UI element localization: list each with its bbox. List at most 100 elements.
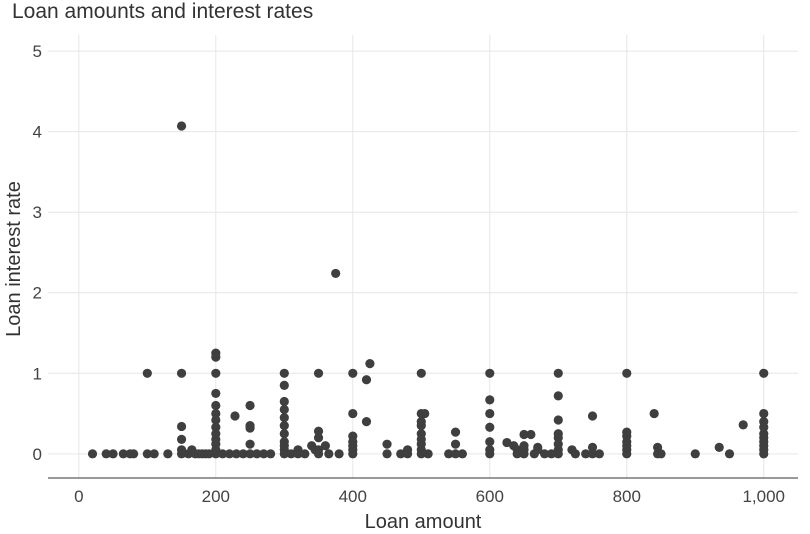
data-points [87,121,769,459]
y-tick-label: 3 [33,203,42,222]
data-point [176,121,187,131]
data-point [320,441,330,451]
data-point [444,449,454,459]
data-point [570,449,580,459]
data-point [266,449,276,459]
data-point [485,395,495,405]
data-point [204,449,214,459]
data-point [519,449,529,459]
y-tick-label: 2 [33,284,42,303]
data-point [176,434,187,444]
data-point [279,396,289,407]
data-point [485,422,495,432]
data-point [759,368,769,378]
data-point [485,408,495,419]
data-point [245,439,255,449]
data-point [211,352,221,362]
data-point [526,429,536,440]
data-point [348,408,358,419]
data-point [519,429,529,440]
data-point [594,449,604,459]
data-point [324,449,334,459]
data-point [402,449,413,459]
data-point [108,449,118,459]
data-point [348,449,358,459]
data-point [420,408,430,419]
x-tick-label: 200 [202,487,230,506]
data-point [382,449,392,459]
data-point [539,449,550,459]
y-axis-title: Loan interest rate [3,181,25,337]
data-point [581,449,591,459]
data-point [279,404,289,415]
y-tick-label: 1 [33,364,42,383]
data-point [348,368,358,378]
data-point [365,359,375,369]
data-point [512,449,522,459]
data-point [313,449,324,459]
data-point [416,449,426,459]
data-point [423,449,433,459]
data-point [176,368,187,378]
x-tick-label: 1,000 [742,487,785,506]
data-point [553,449,563,459]
data-point [279,380,289,390]
x-tick-labels: 0 200 400 600 800 1,000 [74,487,785,506]
y-tick-label: 5 [33,42,42,61]
data-point [649,408,659,419]
data-point [553,391,563,401]
data-point [331,268,341,279]
data-point [279,449,289,459]
data-point [231,449,241,459]
y-tick-labels: 0 1 2 3 4 5 [33,42,42,464]
data-point [502,437,512,448]
data-point [211,400,221,411]
data-point [622,368,632,378]
data-point [211,415,221,425]
data-point [259,449,269,459]
data-point [211,449,221,459]
data-point [252,449,262,459]
chart-title: Loan amounts and interest rates [12,0,313,23]
data-point [738,420,748,430]
data-point [587,411,598,421]
data-point [238,449,248,459]
grid-layer [48,35,798,478]
data-point [587,442,598,452]
data-point [361,417,372,427]
x-tick-label: 400 [339,487,367,506]
x-axis-title: Loan amount [365,511,482,533]
data-point [396,449,406,459]
data-point [142,368,152,378]
data-point [279,368,289,378]
data-point [485,449,495,459]
data-point [87,449,98,459]
data-point [313,426,324,436]
data-point [245,400,255,411]
data-point [286,449,296,459]
data-point [313,368,324,378]
data-point [245,423,255,433]
y-tick-label: 0 [33,445,42,464]
data-point [587,449,598,459]
data-point [450,449,461,459]
data-point [416,368,426,378]
data-point [724,449,735,459]
data-point [450,439,461,449]
data-point [546,449,557,459]
data-point [759,449,769,459]
data-point [118,449,128,459]
data-point [211,388,221,399]
data-point [553,415,563,425]
data-point [218,449,228,459]
data-point [416,421,426,431]
data-point [553,368,563,378]
x-tick-label: 0 [74,487,83,506]
data-point [245,449,255,459]
data-point [211,408,221,419]
data-point [450,427,461,437]
data-point [293,449,303,459]
data-point [382,439,392,449]
data-point [163,449,173,459]
